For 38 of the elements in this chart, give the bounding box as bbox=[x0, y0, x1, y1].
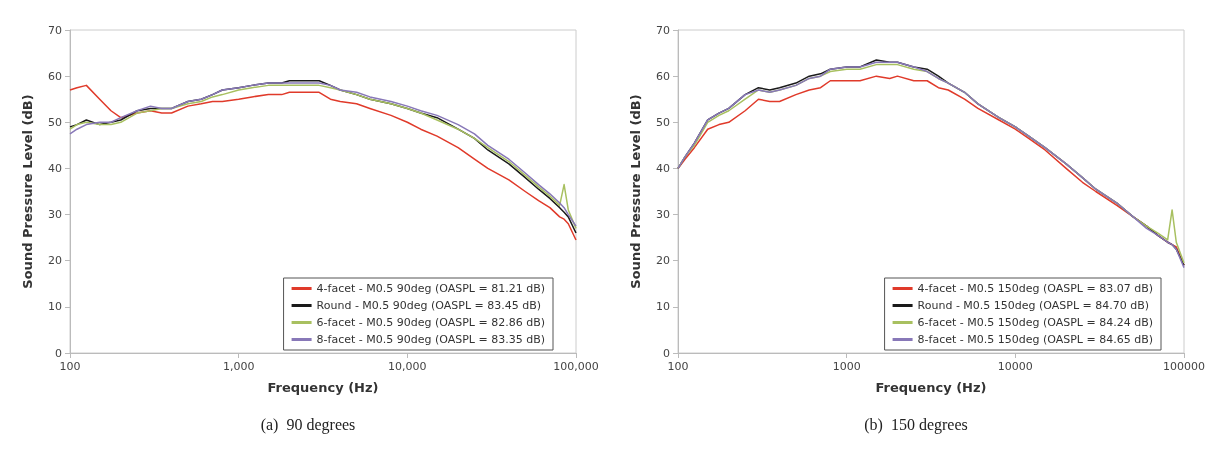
legend-label: Round - M0.5 90deg (OASPL = 83.45 dB) bbox=[316, 299, 542, 312]
legend-label: 8-facet - M0.5 90deg (OASPL = 83.35 dB) bbox=[316, 333, 545, 346]
legend-label: 6-facet - M0.5 90deg (OASPL = 82.86 dB) bbox=[316, 316, 545, 329]
text: (a) 90 degrees bbox=[260, 415, 356, 434]
y-axis-title: Sound Pressure Level (dB) bbox=[628, 94, 643, 289]
y-tick-label: 30 bbox=[656, 208, 670, 222]
y-tick-label: 70 bbox=[48, 23, 62, 37]
y-tick-label: 20 bbox=[656, 254, 670, 268]
text: (b) 150 degrees bbox=[864, 415, 968, 434]
x-tick-label: 1,000 bbox=[222, 360, 255, 373]
y-tick-label: 30 bbox=[48, 208, 62, 222]
x-tick-label: 100 bbox=[667, 360, 689, 373]
y-tick-label: 40 bbox=[48, 161, 62, 175]
legend-label: 6-facet - M0.5 150deg (OASPL = 84.24 dB) bbox=[917, 316, 1153, 329]
legend-label: Round - M0.5 150deg (OASPL = 84.70 dB) bbox=[917, 299, 1150, 312]
y-tick-label: 40 bbox=[656, 161, 670, 175]
y-tick-label: 10 bbox=[48, 300, 62, 314]
y-tick-label: 10 bbox=[656, 300, 670, 314]
y-tick-label: 70 bbox=[656, 23, 670, 37]
y-tick-label: 0 bbox=[663, 346, 670, 360]
y-tick-label: 0 bbox=[55, 346, 62, 360]
y-tick-label: 60 bbox=[656, 69, 670, 83]
legend-label: 4-facet - M0.5 150deg (OASPL = 83.07 dB) bbox=[917, 282, 1153, 295]
y-tick-label: 60 bbox=[48, 69, 62, 83]
x-tick-label: 1000 bbox=[832, 360, 861, 373]
x-tick-label: 100 bbox=[59, 360, 81, 373]
y-tick-label: 50 bbox=[48, 115, 62, 129]
legend-label: 8-facet - M0.5 150deg (OASPL = 84.65 dB) bbox=[917, 333, 1153, 346]
x-axis-title: Frequency (Hz) bbox=[875, 380, 987, 395]
legend-label: 4-facet - M0.5 90deg (OASPL = 81.21 dB) bbox=[316, 282, 545, 295]
y-tick-label: 20 bbox=[48, 254, 62, 268]
x-tick-label: 100,000 bbox=[553, 360, 599, 373]
x-axis-title: Frequency (Hz) bbox=[267, 380, 379, 395]
x-tick-label: 100000 bbox=[1163, 360, 1205, 373]
x-tick-label: 10000 bbox=[997, 360, 1033, 373]
x-tick-label: 10,000 bbox=[388, 360, 427, 373]
y-tick-label: 50 bbox=[656, 115, 670, 129]
y-axis-title: Sound Pressure Level (dB) bbox=[20, 94, 35, 289]
